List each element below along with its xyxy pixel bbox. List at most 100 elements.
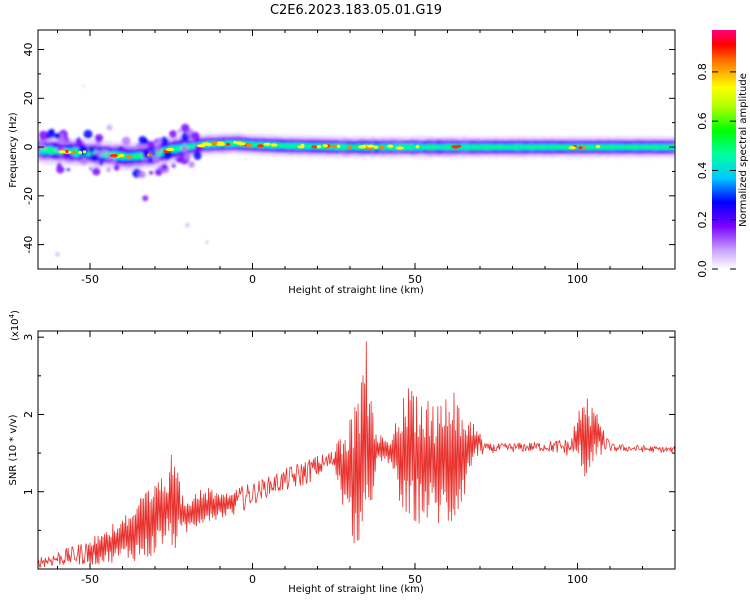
spectrogram-blob bbox=[108, 147, 113, 153]
snr-y-tick-label: 3 bbox=[22, 334, 35, 341]
spectrogram-hotspot bbox=[78, 150, 83, 155]
spectrogram-blob bbox=[183, 152, 191, 160]
spectrogram-hotspot bbox=[373, 145, 379, 149]
spectrogram-outlier bbox=[142, 195, 149, 202]
spectrogram-hotspot bbox=[109, 154, 119, 158]
spectrogram-hotspot bbox=[415, 145, 420, 149]
spectrogram-hotspot bbox=[270, 143, 278, 147]
spectrogram-blob bbox=[169, 130, 177, 139]
snr-y-label: SNR (10 * v/v) bbox=[8, 414, 19, 485]
spectrogram-outlier bbox=[185, 223, 190, 228]
spectrogram-hotspot bbox=[387, 144, 394, 148]
spectrogram-blob bbox=[94, 134, 104, 143]
snr-x-tick-label: 100 bbox=[567, 573, 588, 586]
spectrogram-blob bbox=[55, 147, 60, 152]
spectrogram-hotspot bbox=[336, 144, 341, 148]
spectrogram-hotspot bbox=[263, 142, 271, 146]
spectrogram-hotspot bbox=[455, 144, 462, 148]
spectrogram-x-label: Height of straight line (km) bbox=[288, 285, 424, 296]
spectrogram-blob bbox=[56, 162, 62, 168]
spectrogram-hotspot bbox=[216, 142, 225, 146]
spectrogram-frame bbox=[37, 29, 676, 270]
spectrogram-hotspot bbox=[118, 153, 125, 158]
spectrogram-blob bbox=[181, 145, 189, 153]
spectrogram-blob bbox=[112, 159, 116, 163]
spectrogram-hotspot bbox=[311, 145, 319, 149]
spectrogram-blob bbox=[188, 161, 195, 168]
snr-y-tick-label: 1 bbox=[22, 488, 35, 495]
spectrogram-ticks: -50 0 50 100 -40 -20 0 20 40 bbox=[22, 30, 676, 286]
spectrogram-blob bbox=[149, 170, 154, 175]
colorbar-label: Normalized spectral amplitude bbox=[738, 73, 749, 227]
spectrogram-hotspots bbox=[58, 140, 601, 159]
spectrogram-blob bbox=[177, 129, 182, 133]
spectrogram-y-tick-label: 20 bbox=[22, 91, 35, 105]
spectrogram-blob bbox=[113, 164, 120, 171]
spectrogram-blob bbox=[38, 155, 43, 159]
spectrogram-blob bbox=[180, 123, 190, 133]
spectrogram-blob bbox=[152, 159, 156, 163]
spectrogram-blob bbox=[190, 138, 195, 143]
spectrogram-blob bbox=[99, 161, 104, 166]
spectrogram-blob bbox=[93, 145, 98, 150]
colorbar-tick-label: 0.0 bbox=[696, 260, 709, 278]
colorbar: 0.0 0.2 0.4 0.6 0.8 Normalized spectral ampl… bbox=[696, 30, 749, 278]
snr-y-scale-suffix: ) bbox=[10, 310, 21, 314]
spectrogram-blob bbox=[100, 148, 107, 155]
spectrogram-y-tick-label: 0 bbox=[22, 144, 35, 151]
spectrogram-blob bbox=[155, 145, 162, 153]
chart-title: C2E6.2023.183.05.01.G19 bbox=[270, 3, 442, 18]
spectrogram-blob bbox=[193, 151, 202, 160]
spectrogram-hotspot bbox=[578, 146, 583, 150]
snr-ticks: -50 0 50 100 1 2 3 bbox=[22, 331, 676, 586]
spectrogram-blob bbox=[89, 167, 93, 170]
spectrogram-hotspot bbox=[210, 141, 218, 145]
spectrogram-blob bbox=[154, 168, 163, 176]
spectrogram-blob bbox=[66, 167, 71, 172]
colorbar-tick-label: 0.4 bbox=[696, 162, 709, 180]
spectrogram-blob bbox=[80, 157, 88, 165]
snr-y-scale-prefix: (x10 bbox=[10, 318, 21, 341]
spectrogram-blob bbox=[158, 165, 162, 170]
spectrogram-blob bbox=[92, 167, 101, 176]
spectrogram-hotspot bbox=[568, 146, 576, 150]
snr-x-tick-label: 0 bbox=[249, 573, 256, 586]
spectrogram-hotspot bbox=[166, 147, 175, 152]
spectrogram-blob bbox=[42, 144, 47, 150]
spectrogram-hotspot bbox=[125, 155, 133, 159]
spectrogram-outlier bbox=[106, 124, 113, 131]
spectrogram-hotspot bbox=[225, 142, 231, 146]
spectrogram-hotspot bbox=[238, 142, 246, 146]
spectrogram-outlier bbox=[55, 252, 60, 257]
spectrogram-outlier bbox=[205, 240, 209, 244]
spectrogram-hotspot bbox=[257, 144, 264, 148]
spectrogram-blob bbox=[49, 128, 55, 135]
spectrogram-blob bbox=[88, 146, 95, 153]
spectrogram-panel: -50 0 50 100 -40 -20 0 20 40 Height of straight … bbox=[8, 29, 676, 296]
spectrogram-blob bbox=[175, 156, 182, 163]
spectrogram-hotspot bbox=[146, 153, 151, 157]
spectrogram-outlier bbox=[82, 85, 85, 88]
spectrogram-blob bbox=[106, 167, 111, 172]
spectrogram-blob bbox=[161, 163, 168, 171]
spectrogram-x-tick-label: -50 bbox=[81, 273, 99, 286]
snr-x-label: Height of straight line (km) bbox=[288, 584, 424, 595]
colorbar-ticks: 0.0 0.2 0.4 0.6 0.8 bbox=[696, 63, 736, 278]
spectrogram-hotspot bbox=[322, 144, 329, 148]
snr-series-line bbox=[38, 341, 675, 568]
spectrogram-hotspot bbox=[348, 145, 353, 149]
spectrogram-blob bbox=[121, 136, 131, 146]
spectrogram-hotspot bbox=[395, 146, 405, 150]
spectrogram-blob bbox=[91, 154, 99, 162]
spectrogram-hotspot bbox=[358, 145, 367, 149]
spectrogram-blob bbox=[160, 136, 169, 146]
spectrogram-marks bbox=[38, 85, 675, 257]
spectrogram-hotspot bbox=[65, 149, 69, 154]
spectrogram-hotspot bbox=[366, 144, 375, 148]
spectrogram-hotspot bbox=[595, 144, 601, 149]
spectrogram-blob bbox=[138, 136, 147, 145]
spectrogram-blob bbox=[83, 129, 93, 139]
spectrogram-y-tick-label: -20 bbox=[22, 187, 35, 205]
spectrogram-hotspot bbox=[82, 150, 87, 154]
